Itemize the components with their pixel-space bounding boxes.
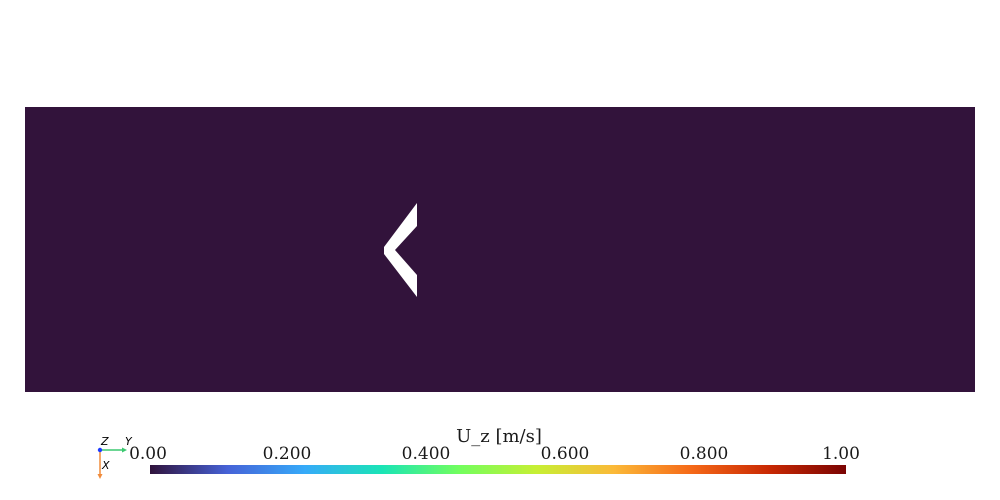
- z-axis-label: Z: [100, 435, 109, 448]
- y-axis-arrowhead: [122, 447, 127, 453]
- y-axis-label: Y: [125, 435, 133, 448]
- colorbar-gradient: [150, 465, 846, 474]
- chevron-obstacle-shape: [384, 203, 417, 297]
- x-axis-arrowhead: [97, 474, 103, 479]
- colorbar-tick-label: 0.200: [262, 444, 312, 464]
- chevron-obstacle: [384, 203, 417, 297]
- colorbar-tick-label: 0.600: [540, 444, 590, 464]
- z-axis-dot: [97, 447, 103, 453]
- render-viewport[interactable]: [25, 107, 975, 392]
- colorbar-tick-label: 0.800: [679, 444, 729, 464]
- colorbar-tick-label: 1.00: [822, 444, 860, 464]
- x-axis-label: X: [101, 459, 110, 472]
- orientation-axes-triad: Z Y X: [97, 435, 133, 479]
- colorbar-title: U_z [m/s]: [456, 426, 542, 447]
- colorbar-tick-label: 0.00: [129, 444, 167, 464]
- colorbar-tick-label: 0.400: [401, 444, 451, 464]
